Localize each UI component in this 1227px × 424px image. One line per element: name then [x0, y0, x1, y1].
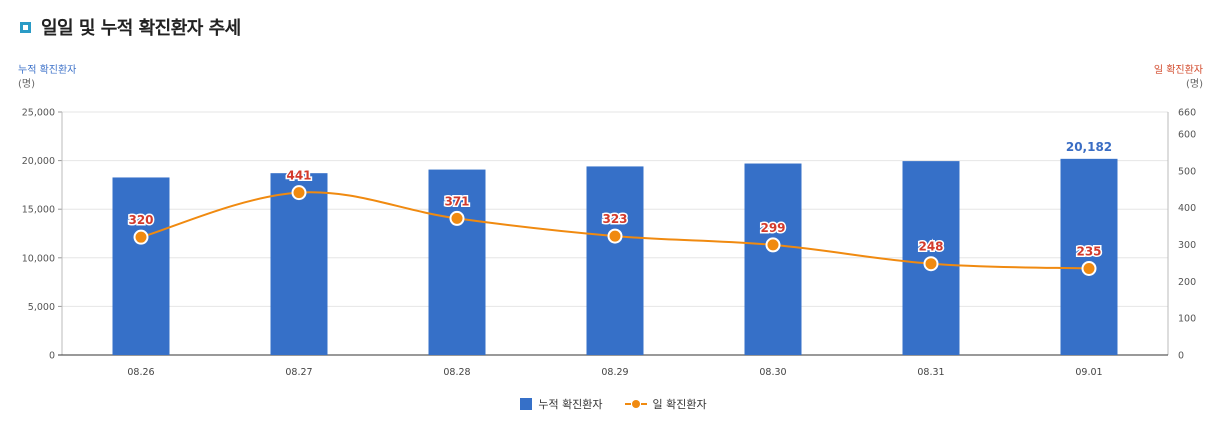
bar	[270, 173, 328, 355]
left-tick-label: 20,000	[22, 156, 55, 167]
legend-bar-swatch	[520, 398, 533, 410]
data-labels: 20,182 320 441 371 323 299 248 235	[127, 140, 1112, 260]
line-value-label: 371	[444, 194, 469, 208]
right-axis-unit: (명)	[1185, 79, 1203, 90]
legend-label-cumulative: 누적 확진환자	[538, 398, 603, 411]
line-value-label: 299	[760, 221, 785, 235]
right-tick-label: 200	[1178, 277, 1196, 288]
line-point	[449, 210, 465, 226]
x-tick-label: 08.26	[127, 367, 154, 378]
x-tick-label: 08.30	[759, 367, 786, 378]
x-tick-label: 08.27	[285, 367, 312, 378]
left-axis-unit: (명)	[18, 79, 36, 90]
legend-item-cumulative[interactable]: 누적 확진환자	[520, 396, 603, 412]
right-tick-label: 100	[1178, 314, 1196, 325]
left-tick-label: 25,000	[22, 108, 55, 119]
left-axis-caption: 누적 확진환자 (명)	[18, 64, 76, 92]
chart-title: 일일 및 누적 확진환자 추세	[41, 18, 241, 39]
line-value-label: 235	[1076, 244, 1101, 258]
line-point	[291, 185, 307, 201]
line-value-label: 323	[602, 212, 627, 226]
right-tick-label: 500	[1178, 166, 1196, 177]
line-value-label: 441	[286, 169, 311, 183]
right-axis-caption: 일 확진환자 (명)	[1154, 64, 1203, 92]
left-tick-label: 5,000	[28, 302, 55, 313]
line-value-label: 320	[128, 213, 153, 227]
bar-value-label: 20,182	[1066, 140, 1112, 154]
line-point	[923, 256, 939, 272]
line-point	[133, 229, 149, 245]
right-tick-label: 400	[1178, 203, 1196, 214]
bar	[744, 163, 802, 355]
right-tick-label: 600	[1178, 130, 1196, 141]
bar	[1060, 158, 1118, 355]
bar	[112, 177, 170, 355]
x-tick-label: 09.01	[1075, 367, 1102, 378]
right-tick-label: 660	[1178, 108, 1196, 119]
bar	[586, 166, 644, 355]
right-tick-label: 300	[1178, 240, 1196, 251]
line-point	[607, 228, 623, 244]
right-tick-label: 0	[1178, 351, 1184, 362]
line-value-label: 248	[918, 240, 943, 254]
left-tick-label: 0	[49, 351, 55, 362]
line-series	[133, 185, 1097, 276]
bar-series	[112, 158, 1118, 355]
bar	[428, 169, 486, 355]
x-tick-label: 08.28	[443, 367, 470, 378]
title-square-icon	[20, 21, 31, 33]
legend-line-swatch	[624, 398, 647, 410]
right-axis-title: 일 확진환자	[1153, 65, 1203, 76]
legend-item-daily[interactable]: 일 확진환자	[624, 396, 707, 412]
line-point	[1081, 260, 1097, 276]
chart-header: 일일 및 누적 확진환자 추세	[20, 14, 241, 40]
line-point	[765, 237, 781, 253]
chart-legend: 누적 확진환자 일 확진환자	[0, 396, 1227, 412]
left-tick-label: 15,000	[22, 205, 55, 216]
legend-label-daily: 일 확진환자	[652, 398, 707, 411]
left-tick-label: 10,000	[22, 253, 55, 264]
x-tick-label: 08.31	[917, 367, 944, 378]
axis-layer: 0 5,000 10,000 15,000 20,000 25,000 0 100 200 300…	[22, 108, 1196, 379]
x-tick-label: 08.29	[601, 367, 628, 378]
left-axis-title: 누적 확진환자	[18, 65, 77, 76]
